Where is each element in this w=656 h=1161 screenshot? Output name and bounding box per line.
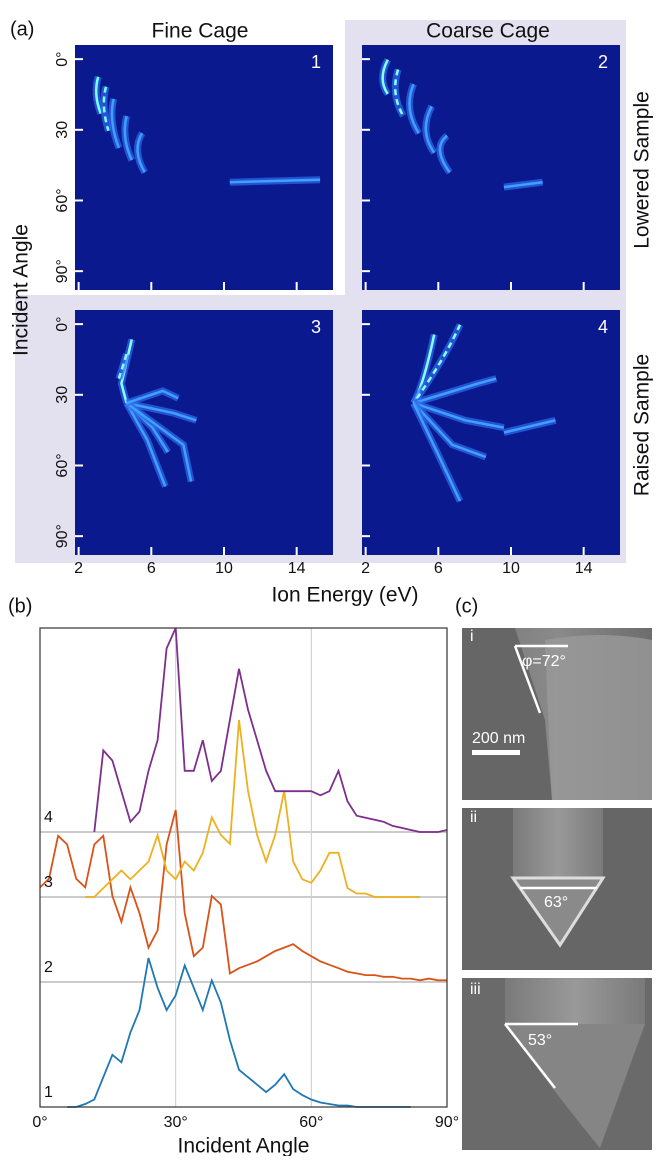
series-label: 3 — [44, 874, 53, 891]
series-line — [67, 957, 411, 1108]
heatmap-streak-core — [126, 401, 197, 422]
heatmap-streak-core — [412, 324, 462, 404]
heatmap — [75, 45, 333, 290]
series-line — [85, 719, 420, 898]
map-number: 2 — [598, 52, 608, 72]
heatmap — [75, 310, 333, 555]
sem-image: i φ=72° 200 nm — [462, 628, 652, 800]
panel-label: (c) — [455, 595, 478, 617]
angle-label: 63° — [544, 894, 568, 911]
heatmap-streak-core — [123, 115, 133, 161]
line-chart: 1 2 3 4 0° 30° 60° 90° Incident Angle — [32, 627, 459, 1158]
series-line — [39, 809, 447, 982]
y-tick-label: 30 — [54, 121, 71, 139]
x-axis-label: Incident Angle — [178, 1135, 310, 1156]
panel-label: (b) — [8, 595, 32, 617]
heatmap — [362, 45, 620, 290]
x-tick-label: 10 — [215, 560, 233, 577]
heatmap-streak-core — [503, 419, 556, 434]
y-tick-label: 30 — [54, 386, 71, 404]
x-tick-label: 6 — [434, 560, 443, 577]
heatmap-streak-core — [229, 178, 321, 184]
heatmap-streak-core — [412, 402, 462, 502]
sem-image: iii 53° — [462, 978, 652, 1150]
x-tick-label: 2 — [361, 560, 370, 577]
image-id: iii — [470, 981, 481, 998]
heatmap — [362, 310, 620, 555]
row-title: Lowered Sample — [631, 91, 654, 249]
x-tick-label: 10 — [502, 560, 520, 577]
angle-label: 53° — [528, 1032, 552, 1049]
panel-label: (a) — [10, 18, 34, 40]
y-tick-label: 60° — [54, 453, 71, 477]
series-line — [93, 627, 448, 833]
heatmap-streak-core — [381, 59, 389, 95]
heatmap-streak-core — [102, 86, 110, 132]
heatmap-streak-core — [126, 389, 179, 405]
heatmap-streak-core — [393, 69, 405, 117]
image-id: i — [470, 628, 474, 645]
heatmap-streak-core — [110, 98, 121, 149]
x-tick-label: 2 — [74, 560, 83, 577]
scale-bar-label: 200 nm — [472, 730, 525, 747]
series-label: 2 — [44, 959, 53, 976]
angle-label: φ=72° — [522, 653, 566, 670]
y-tick-label: 0° — [54, 51, 71, 66]
row-title: Raised Sample — [631, 354, 654, 496]
series-label: 4 — [44, 809, 53, 826]
heatmap-streak-core — [424, 105, 436, 154]
heatmap-streak-core — [413, 401, 505, 429]
heatmap-streak-core — [125, 402, 193, 482]
heatmap-streak-core — [412, 402, 487, 459]
heatmap-streak-core — [413, 377, 497, 405]
image-id: ii — [470, 809, 477, 826]
x-tick-label: 60° — [299, 1114, 323, 1131]
x-tick-label: 14 — [575, 560, 593, 577]
heatmap-streak-core — [438, 134, 451, 174]
series-label: 1 — [44, 1084, 53, 1101]
map-number: 1 — [311, 52, 321, 72]
x-tick-label: 0° — [32, 1114, 47, 1131]
heatmap-streak-core — [125, 402, 167, 487]
y-tick-label: 90° — [54, 259, 71, 283]
heatmap-streak-core — [120, 339, 134, 404]
heatmap-streak-core — [117, 353, 128, 379]
plot-frame — [39, 627, 448, 1108]
x-tick-label: 6 — [147, 560, 156, 577]
column-title: Coarse Cage — [426, 20, 550, 43]
y-axis-label: Incident Angle — [10, 224, 33, 356]
heatmap-streak-core — [503, 180, 543, 189]
x-tick-label: 30° — [164, 1114, 188, 1131]
map-number: 3 — [311, 317, 321, 337]
y-tick-label: 90° — [54, 524, 71, 548]
sem-image: ii 63° — [462, 808, 652, 970]
map-number: 4 — [598, 317, 608, 337]
y-tick-label: 60° — [54, 188, 71, 212]
x-axis-label: Ion Energy (eV) — [271, 584, 418, 607]
x-tick-label: 90° — [435, 1114, 459, 1131]
heatmap-streak-core — [136, 132, 146, 174]
column-title: Fine Cage — [152, 20, 249, 43]
heatmap-streak-core — [94, 76, 102, 115]
y-tick-label: 0° — [54, 316, 71, 331]
heatmap-streak-core — [408, 83, 420, 134]
x-tick-label: 14 — [288, 560, 306, 577]
